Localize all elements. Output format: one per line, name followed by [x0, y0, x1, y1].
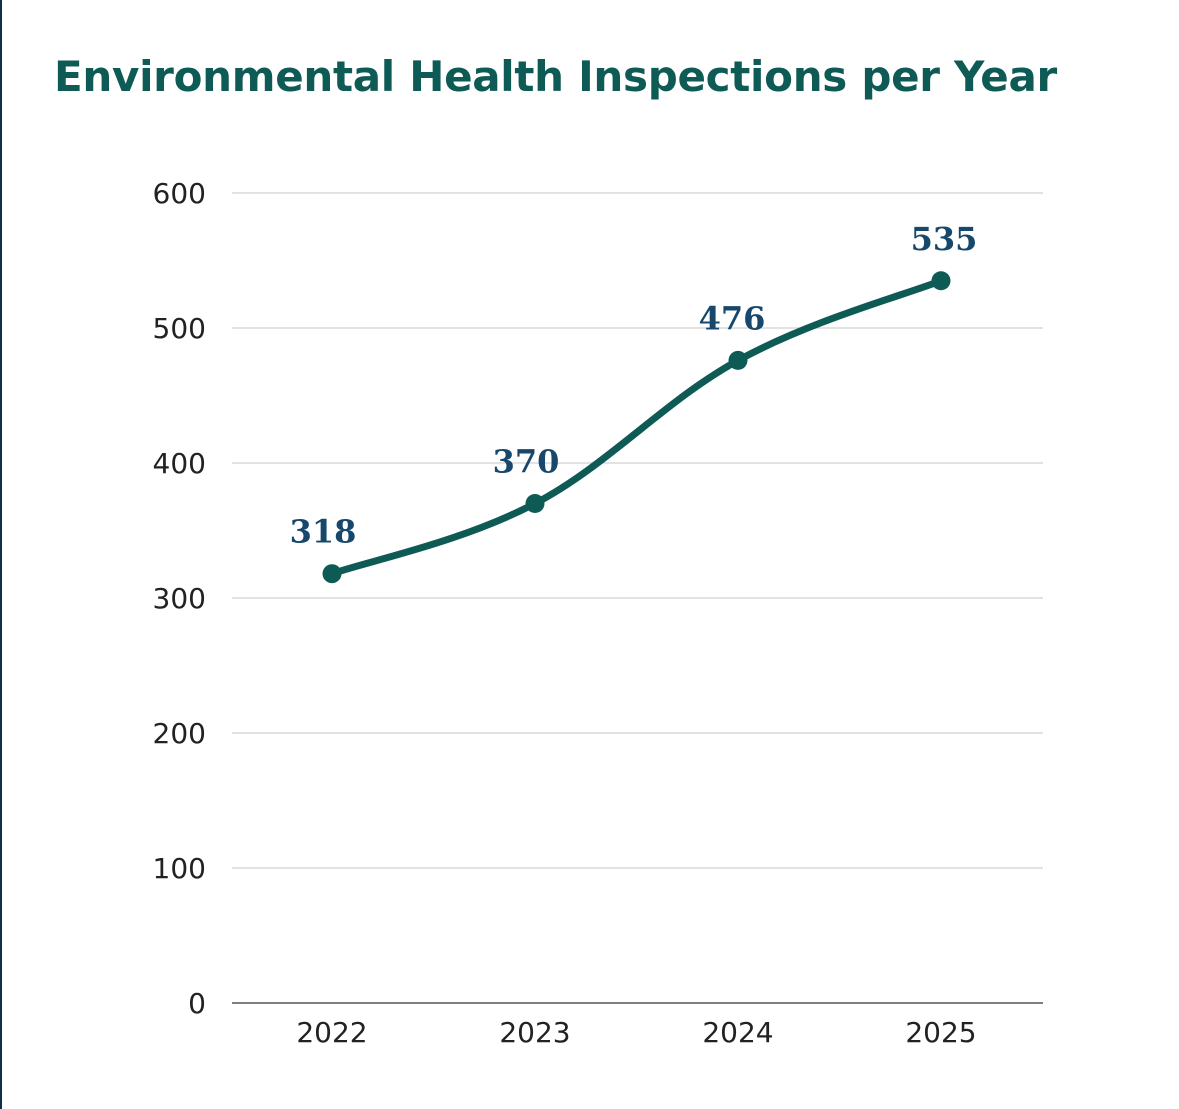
y-axis-ticks: 0 100 200 300 400 500 600 [153, 177, 206, 1020]
x-axis-ticks: 2022 2023 2024 2025 [296, 1016, 976, 1049]
data-points [322, 271, 951, 584]
x-tick-label: 2022 [296, 1016, 367, 1049]
data-point [728, 350, 748, 370]
data-label: 370 [493, 443, 560, 481]
y-tick-label: 200 [153, 717, 206, 750]
data-point [525, 494, 545, 513]
data-label: 318 [290, 513, 357, 551]
y-tick-label: 500 [153, 312, 206, 345]
x-tick-label: 2025 [905, 1016, 976, 1049]
data-label: 535 [911, 220, 978, 258]
data-label: 476 [699, 299, 766, 337]
y-tick-label: 400 [153, 447, 206, 480]
y-tick-label: 100 [153, 852, 206, 885]
data-labels: 318 370 476 535 [290, 220, 978, 551]
chart-title: Environmental Health Inspections per Yea… [54, 52, 1057, 101]
gridlines [232, 192, 1043, 1004]
y-tick-label: 600 [153, 177, 206, 210]
y-tick-label: 0 [188, 987, 206, 1020]
data-point [931, 271, 951, 291]
data-point [322, 564, 342, 584]
series-line-group [328, 277, 945, 578]
series-line [328, 277, 945, 578]
x-tick-label: 2023 [499, 1016, 570, 1049]
y-tick-label: 300 [153, 582, 206, 615]
x-tick-label: 2024 [702, 1016, 773, 1049]
